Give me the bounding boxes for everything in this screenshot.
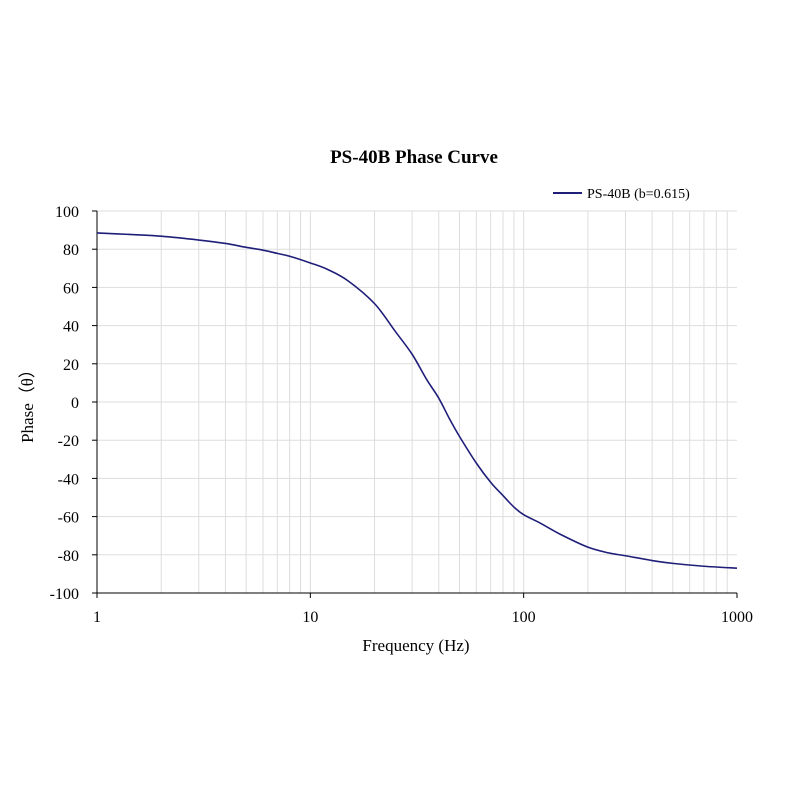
y-tick-label: 80 xyxy=(63,242,79,259)
y-tick-label: -20 xyxy=(58,433,79,450)
y-tick-label: 20 xyxy=(63,357,79,374)
x-tick-label: 1000 xyxy=(721,609,753,626)
y-tick-label: -60 xyxy=(58,510,79,527)
chart-title: PS-40B Phase Curve xyxy=(330,147,498,168)
grid xyxy=(97,210,737,593)
y-tick-label: -80 xyxy=(58,548,79,565)
x-tick-label: 100 xyxy=(512,609,536,626)
x-tick-label: 10 xyxy=(302,609,318,626)
series-layer xyxy=(96,232,738,569)
legend: PS-40B (b=0.615) xyxy=(553,187,690,202)
y-tick-label: 0 xyxy=(71,395,79,412)
x-axis-title: Frequency (Hz) xyxy=(362,636,469,655)
y-tick-labels: 100 80 60 40 20 0 -20 -40 -60 -80 -100 xyxy=(50,204,79,603)
y-tick-label: -40 xyxy=(58,471,79,488)
y-tick-label: -100 xyxy=(50,586,79,603)
x-tick-label: 1 xyxy=(93,609,101,626)
x-tick-labels: 1 10 100 1000 xyxy=(93,609,753,626)
legend-label: PS-40B (b=0.615) xyxy=(587,187,690,202)
y-tick-label: 60 xyxy=(63,280,79,297)
y-axis-title: Phase（θ） xyxy=(18,361,37,443)
axes xyxy=(92,210,738,598)
series-line-ps-40b xyxy=(96,232,738,569)
y-tick-label: 40 xyxy=(63,319,79,336)
y-tick-label: 100 xyxy=(55,204,79,221)
